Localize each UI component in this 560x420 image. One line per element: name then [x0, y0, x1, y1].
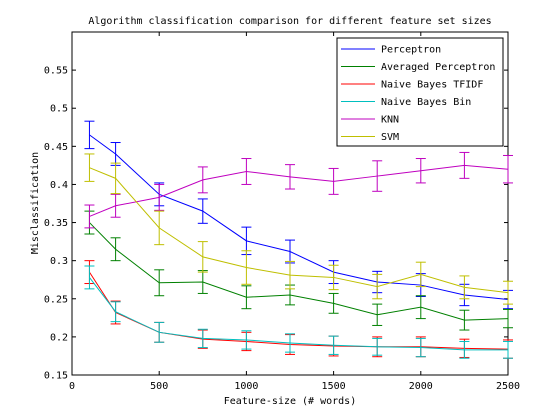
x-tick-label: 2500	[496, 381, 520, 392]
legend-entry: Naive Bayes TFIDF	[381, 80, 483, 91]
y-tick-label: 0.25	[44, 294, 68, 305]
y-tick-label: 0.15	[44, 371, 68, 382]
x-tick-label: 1500	[322, 381, 346, 392]
y-tick-label: 0.4	[50, 180, 68, 191]
y-tick-label: 0.35	[44, 218, 68, 229]
legend-entry: Averaged Perceptron	[381, 62, 495, 73]
x-tick-label: 1000	[234, 381, 258, 392]
legend: Perceptron Averaged Perceptron Naive Bayes…	[337, 38, 503, 146]
x-axis-label: Feature-size (# words)	[224, 396, 356, 407]
y-tick-label: 0.2	[50, 332, 68, 343]
y-tick-label: 0.55	[44, 66, 68, 77]
x-tick-label: 500	[150, 381, 168, 392]
legend-entry: SVM	[381, 132, 399, 143]
x-tick-label: 0	[69, 381, 75, 392]
y-tick-label: 0.5	[50, 104, 68, 115]
x-tick-label: 2000	[409, 381, 433, 392]
legend-entry: KNN	[381, 115, 399, 126]
legend-entry: Naive Bayes Bin	[381, 97, 471, 108]
y-axis-label: Misclassification	[30, 152, 41, 254]
y-tick-label: 0.45	[44, 142, 68, 153]
legend-entry: Perceptron	[381, 45, 441, 56]
chart-title: Algorithm classification comparison for …	[88, 16, 491, 27]
y-tick-label: 0.3	[50, 256, 68, 267]
